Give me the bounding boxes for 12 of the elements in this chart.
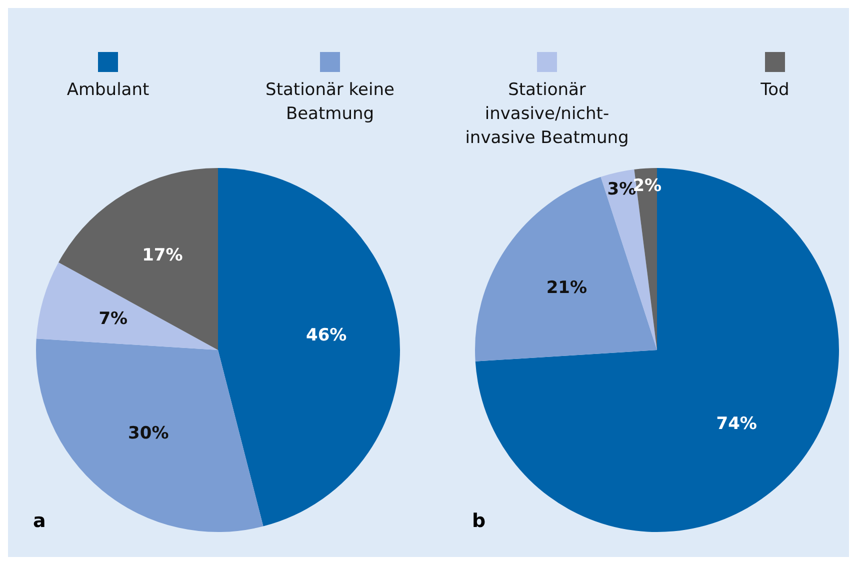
data-label: 21% (546, 278, 588, 298)
data-label: 74% (716, 414, 757, 434)
legend-label: Ambulant (66, 79, 150, 102)
data-label: 30% (128, 424, 169, 444)
data-label: 7% (98, 308, 128, 329)
data-label: 17% (142, 245, 183, 266)
legend-label: Stationär keine Beatmung (264, 79, 396, 126)
text: b (472, 510, 486, 532)
legend-label: Stationär invasive/nicht-invasive Beatmung (464, 79, 630, 150)
data-label: 46% (306, 326, 347, 346)
text: a (33, 510, 46, 532)
legend-label: Tod (760, 79, 790, 102)
